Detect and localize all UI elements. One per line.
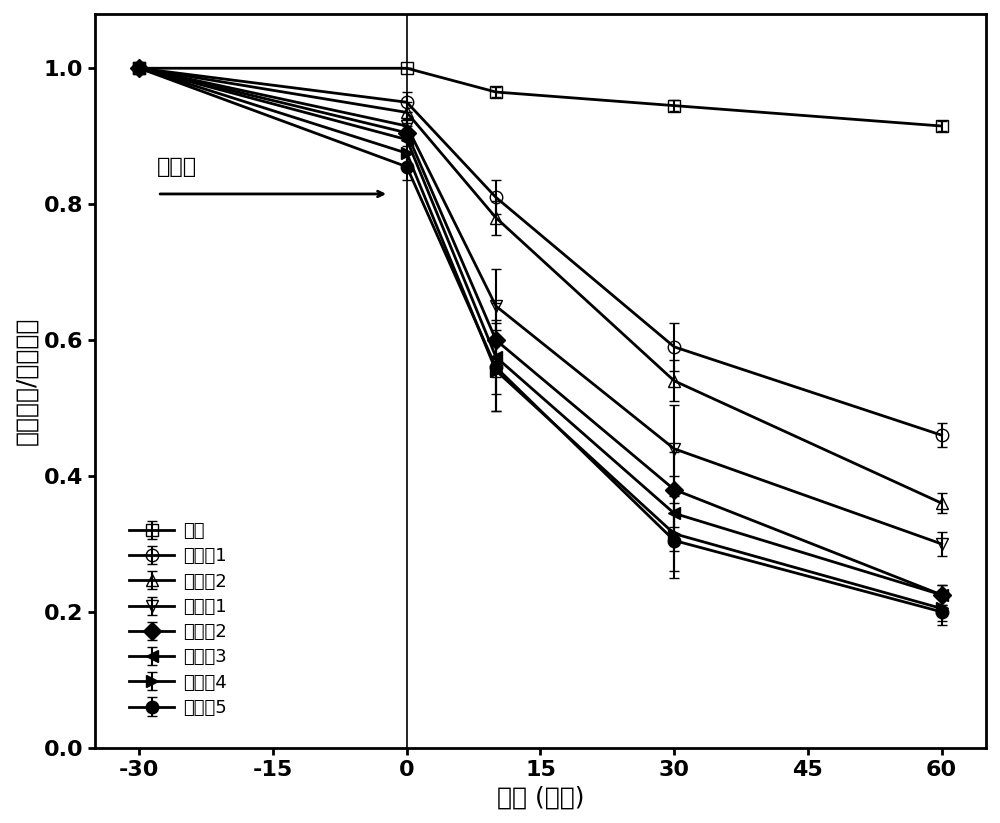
X-axis label: 时间 (分钟): 时间 (分钟) [497,785,584,809]
Text: 暗环境: 暗环境 [157,157,197,177]
Y-axis label: 实时浓度/初始浓度: 实时浓度/初始浓度 [14,317,38,445]
Legend: 空白, 对比例1, 对比例2, 实施例1, 实施例2, 实施例3, 实施例4, 实施例5: 空白, 对比例1, 对比例2, 实施例1, 实施例2, 实施例3, 实施例4, … [122,515,234,724]
